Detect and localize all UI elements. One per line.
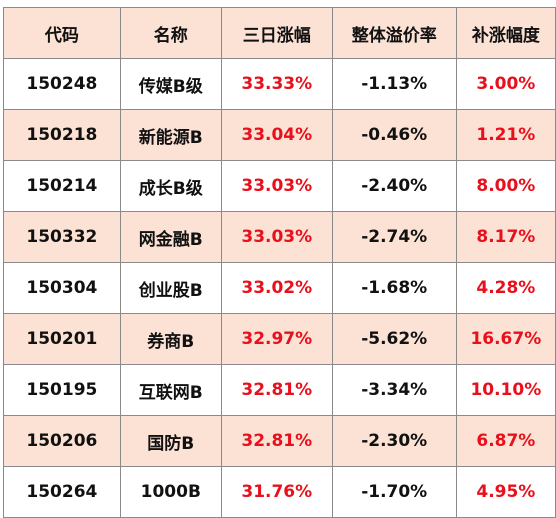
cell-premium-rate: -2.74% bbox=[331, 211, 457, 263]
cell-name: 新能源B bbox=[119, 109, 222, 161]
header-row: 代码 名称 三日涨幅 整体溢价率 补涨幅度 bbox=[3, 7, 556, 59]
cell-code: 150214 bbox=[3, 160, 121, 212]
cell-code: 150195 bbox=[3, 364, 121, 416]
table-row: 150304 创业股B 33.02% -1.68% 4.28% bbox=[3, 262, 556, 314]
cell-name: 传媒B级 bbox=[119, 58, 222, 110]
cell-name: 创业股B bbox=[119, 262, 222, 314]
cell-catch-up-range: 10.10% bbox=[455, 364, 556, 416]
table-row: 150248 传媒B级 33.33% -1.13% 3.00% bbox=[3, 58, 556, 110]
table-row: 150218 新能源B 33.04% -0.46% 1.21% bbox=[3, 109, 556, 161]
cell-name: 国防B bbox=[119, 415, 222, 467]
cell-catch-up-range: 3.00% bbox=[455, 58, 556, 110]
cell-code: 150201 bbox=[3, 313, 121, 365]
header-catch-up-range: 补涨幅度 bbox=[455, 7, 556, 59]
header-premium-rate: 整体溢价率 bbox=[331, 7, 457, 59]
cell-three-day-gain: 33.04% bbox=[220, 109, 333, 161]
cell-three-day-gain: 33.03% bbox=[220, 211, 333, 263]
cell-catch-up-range: 1.21% bbox=[455, 109, 556, 161]
cell-catch-up-range: 8.17% bbox=[455, 211, 556, 263]
cell-catch-up-range: 6.87% bbox=[455, 415, 556, 467]
header-three-day-gain: 三日涨幅 bbox=[220, 7, 333, 59]
cell-code: 150304 bbox=[3, 262, 121, 314]
fund-table: 代码 名称 三日涨幅 整体溢价率 补涨幅度 150248 传媒B级 33.33%… bbox=[3, 7, 556, 518]
cell-premium-rate: -0.46% bbox=[331, 109, 457, 161]
table-row: 150201 券商B 32.97% -5.62% 16.67% bbox=[3, 313, 556, 365]
table-row: 150195 互联网B 32.81% -3.34% 10.10% bbox=[3, 364, 556, 416]
table-row: 150206 国防B 32.81% -2.30% 6.87% bbox=[3, 415, 556, 467]
cell-premium-rate: -3.34% bbox=[331, 364, 457, 416]
cell-name: 网金融B bbox=[119, 211, 222, 263]
cell-three-day-gain: 32.97% bbox=[220, 313, 333, 365]
table-row: 150214 成长B级 33.03% -2.40% 8.00% bbox=[3, 160, 556, 212]
cell-name: 互联网B bbox=[119, 364, 222, 416]
cell-premium-rate: -2.30% bbox=[331, 415, 457, 467]
cell-catch-up-range: 4.28% bbox=[455, 262, 556, 314]
cell-code: 150248 bbox=[3, 58, 121, 110]
cell-premium-rate: -1.13% bbox=[331, 58, 457, 110]
cell-three-day-gain: 32.81% bbox=[220, 415, 333, 467]
cell-catch-up-range: 16.67% bbox=[455, 313, 556, 365]
header-name: 名称 bbox=[119, 7, 222, 59]
cell-three-day-gain: 31.76% bbox=[220, 466, 333, 518]
cell-name: 1000B bbox=[119, 466, 222, 518]
cell-code: 150332 bbox=[3, 211, 121, 263]
cell-catch-up-range: 8.00% bbox=[455, 160, 556, 212]
cell-code: 150206 bbox=[3, 415, 121, 467]
cell-code: 150264 bbox=[3, 466, 121, 518]
cell-premium-rate: -1.70% bbox=[331, 466, 457, 518]
cell-three-day-gain: 33.03% bbox=[220, 160, 333, 212]
cell-premium-rate: -2.40% bbox=[331, 160, 457, 212]
table-row: 150264 1000B 31.76% -1.70% 4.95% bbox=[3, 466, 556, 518]
cell-premium-rate: -5.62% bbox=[331, 313, 457, 365]
cell-catch-up-range: 4.95% bbox=[455, 466, 556, 518]
cell-name: 成长B级 bbox=[119, 160, 222, 212]
cell-premium-rate: -1.68% bbox=[331, 262, 457, 314]
header-code: 代码 bbox=[3, 7, 121, 59]
cell-code: 150218 bbox=[3, 109, 121, 161]
cell-name: 券商B bbox=[119, 313, 222, 365]
cell-three-day-gain: 33.02% bbox=[220, 262, 333, 314]
cell-three-day-gain: 33.33% bbox=[220, 58, 333, 110]
table-row: 150332 网金融B 33.03% -2.74% 8.17% bbox=[3, 211, 556, 263]
cell-three-day-gain: 32.81% bbox=[220, 364, 333, 416]
